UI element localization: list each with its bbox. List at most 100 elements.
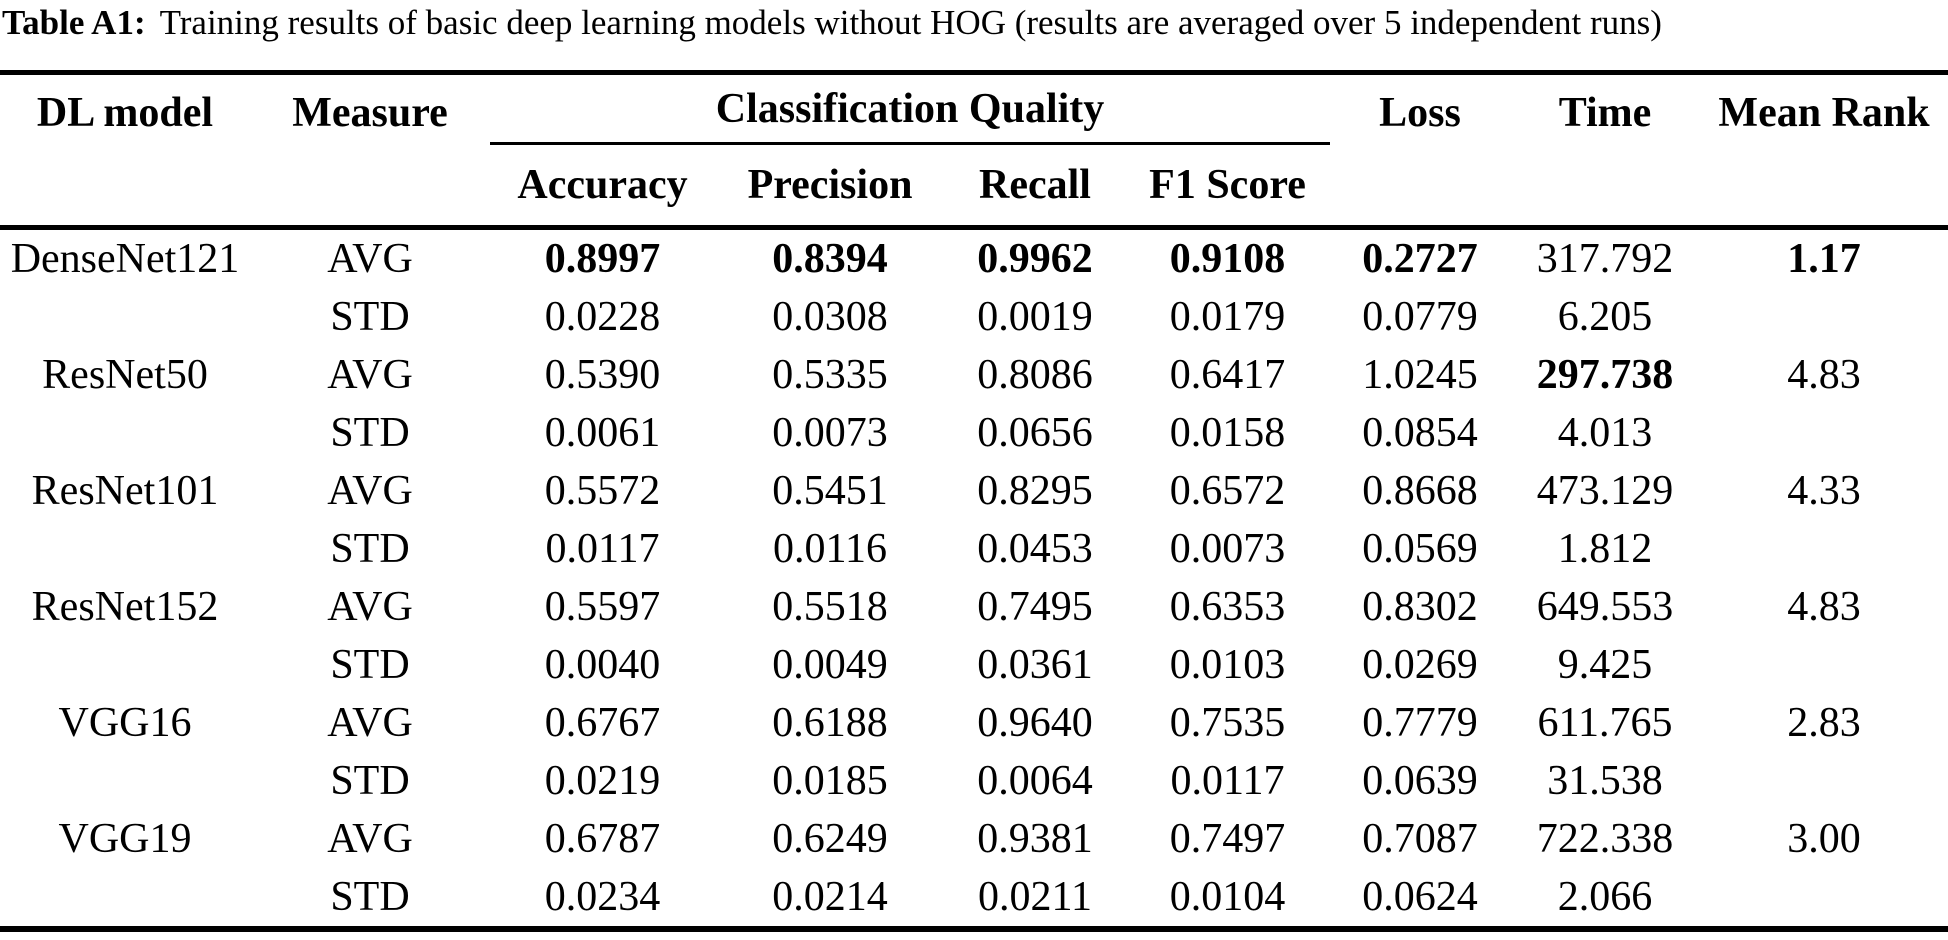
col-header-classification-quality: Classification Quality [490, 72, 1331, 145]
cell-recall: 0.9962 [977, 236, 1093, 282]
cell-loss: 0.0779 [1362, 294, 1478, 340]
cell-time: 317.792 [1536, 236, 1674, 282]
caption-text: Training results of basic deep learning … [159, 3, 1662, 42]
cell-dl-model [0, 868, 250, 929]
cell-precision: 0.5451 [772, 468, 888, 514]
cell-accuracy: 0.5572 [544, 468, 661, 514]
col-header-time: Time [1558, 90, 1652, 136]
cell-f1-score: 0.7535 [1169, 700, 1286, 746]
cell-mean-rank: 1.17 [1787, 236, 1861, 282]
cell-loss: 0.7779 [1362, 700, 1478, 746]
cell-f1-score: 0.7497 [1169, 816, 1286, 862]
cell-dl-model: VGG19 [58, 816, 192, 862]
table-caption: Table A1: Training results of basic deep … [0, 0, 1948, 46]
cell-mean-rank [1700, 636, 1948, 694]
cell-measure: AVG [327, 700, 413, 746]
cell-precision: 0.0049 [772, 642, 888, 688]
cell-loss: 0.0624 [1362, 874, 1478, 920]
table-row: STD 0.0040 0.0049 0.0361 0.0103 0.0269 9… [0, 636, 1948, 694]
cell-measure: AVG [327, 816, 413, 862]
cell-accuracy: 0.0117 [545, 526, 660, 572]
cell-accuracy: 0.5390 [544, 352, 661, 398]
cell-dl-model: ResNet50 [42, 352, 208, 398]
col-header-f1-score: F1 Score [1149, 162, 1306, 208]
cell-accuracy: 0.0228 [544, 294, 661, 340]
cell-measure: STD [330, 410, 410, 456]
cell-accuracy: 0.0219 [544, 758, 661, 804]
cell-f1-score: 0.0104 [1169, 874, 1286, 920]
cell-measure: AVG [327, 468, 413, 514]
cell-recall: 0.0656 [977, 410, 1093, 456]
cell-recall: 0.0211 [978, 874, 1092, 920]
col-header-dl-model: DL model [36, 90, 214, 136]
results-table: DL model Measure Classification Quality … [0, 70, 1948, 932]
cell-f1-score: 0.6572 [1169, 468, 1286, 514]
cell-dl-model: DenseNet121 [10, 236, 240, 282]
cell-recall: 0.0019 [977, 294, 1093, 340]
cell-precision: 0.0214 [772, 874, 888, 920]
cell-recall: 0.0361 [977, 642, 1093, 688]
cell-precision: 0.6249 [772, 816, 888, 862]
table-row: STD 0.0117 0.0116 0.0453 0.0073 0.0569 1… [0, 520, 1948, 578]
cell-loss: 0.2727 [1362, 236, 1478, 282]
cell-mean-rank [1700, 404, 1948, 462]
cell-f1-score: 0.0117 [1170, 758, 1285, 804]
cell-f1-score: 0.0158 [1169, 410, 1286, 456]
cell-accuracy: 0.0234 [544, 874, 661, 920]
cell-precision: 0.5335 [772, 352, 888, 398]
col-header-loss: Loss [1379, 90, 1461, 136]
cell-mean-rank: 4.83 [1787, 352, 1861, 398]
table-row: STD 0.0228 0.0308 0.0019 0.0179 0.0779 6… [0, 288, 1948, 346]
table-row: DenseNet121 AVG 0.8997 0.8394 0.9962 0.9… [0, 228, 1948, 289]
cell-loss: 0.8302 [1362, 584, 1478, 630]
table-body: DenseNet121 AVG 0.8997 0.8394 0.9962 0.9… [0, 228, 1948, 930]
col-header-recall: Recall [979, 162, 1091, 208]
cell-recall: 0.0064 [977, 758, 1093, 804]
cell-precision: 0.8394 [772, 236, 888, 282]
cell-time: 297.738 [1536, 352, 1674, 398]
cell-dl-model: ResNet101 [31, 468, 219, 514]
cell-f1-score: 0.9108 [1169, 236, 1286, 282]
cell-loss: 0.0854 [1362, 410, 1478, 456]
cell-mean-rank [1700, 868, 1948, 929]
cell-time: 473.129 [1536, 468, 1674, 514]
cell-dl-model: ResNet152 [31, 584, 219, 630]
cell-precision: 0.0185 [772, 758, 888, 804]
cell-mean-rank [1700, 752, 1948, 810]
cell-mean-rank [1700, 288, 1948, 346]
cell-mean-rank: 4.83 [1787, 584, 1861, 630]
header-row-groups: DL model Measure Classification Quality … [0, 72, 1948, 145]
cell-measure: AVG [327, 352, 413, 398]
table-row: STD 0.0061 0.0073 0.0656 0.0158 0.0854 4… [0, 404, 1948, 462]
cell-loss: 0.8668 [1362, 468, 1478, 514]
cell-mean-rank: 2.83 [1787, 700, 1861, 746]
cell-time: 1.812 [1557, 526, 1653, 572]
table-row: ResNet152 AVG 0.5597 0.5518 0.7495 0.635… [0, 578, 1948, 636]
table-row: VGG19 AVG 0.6787 0.6249 0.9381 0.7497 0.… [0, 810, 1948, 868]
header-row-subcolumns: Accuracy Precision Recall F1 Score [0, 144, 1948, 228]
cell-recall: 0.9381 [977, 816, 1093, 862]
cell-measure: STD [330, 874, 410, 920]
table-row: ResNet101 AVG 0.5572 0.5451 0.8295 0.657… [0, 462, 1948, 520]
cell-recall: 0.0453 [977, 526, 1093, 572]
cell-measure: STD [330, 294, 410, 340]
table-header: DL model Measure Classification Quality … [0, 72, 1948, 228]
table-row: STD 0.0234 0.0214 0.0211 0.0104 0.0624 2… [0, 868, 1948, 929]
cell-mean-rank: 3.00 [1787, 816, 1861, 862]
table-row: STD 0.0219 0.0185 0.0064 0.0117 0.0639 3… [0, 752, 1948, 810]
cell-measure: STD [330, 526, 410, 572]
caption-label: Table A1: [2, 3, 146, 42]
cell-dl-model [0, 288, 250, 346]
cell-dl-model [0, 752, 250, 810]
cell-dl-model [0, 404, 250, 462]
cell-loss: 1.0245 [1362, 352, 1478, 398]
cell-recall: 0.8086 [977, 352, 1093, 398]
cell-measure: STD [330, 642, 410, 688]
cell-f1-score: 0.0103 [1169, 642, 1286, 688]
cell-f1-score: 0.0073 [1169, 526, 1286, 572]
cell-loss: 0.7087 [1362, 816, 1478, 862]
cell-loss: 0.0639 [1362, 758, 1478, 804]
cell-accuracy: 0.6767 [544, 700, 661, 746]
cell-dl-model: VGG16 [58, 700, 192, 746]
